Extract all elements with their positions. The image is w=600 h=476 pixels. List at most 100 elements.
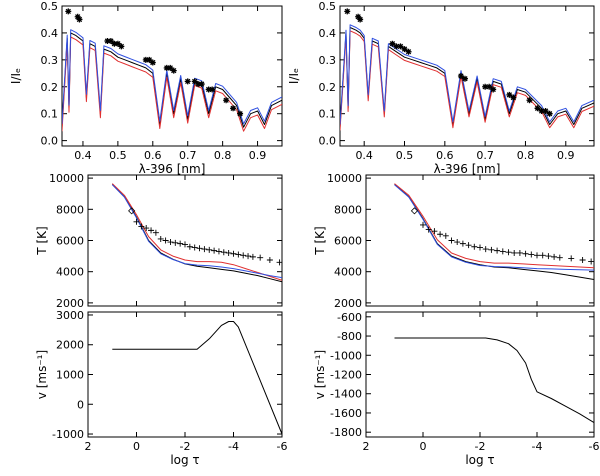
obs-plus [266,256,273,263]
obs-star [526,97,533,104]
y-tick-label: -1000 [330,349,362,362]
obs-star [461,75,468,82]
y-tick-label: 10000 [49,172,84,185]
plot-frame [87,174,283,307]
y-axis-label: T [K] [313,226,327,255]
obs-star [534,105,541,112]
y-axis-label: I/Iₑ [9,68,23,84]
y-tick-label: 0 [77,398,84,411]
plot-frame [339,5,595,147]
series-line-red [394,183,594,269]
obs-plus [133,218,140,225]
y-tick-label: 0.0 [41,135,59,148]
y-tick-label: 0.5 [41,0,59,13]
obs-star [237,110,244,117]
obs-plus [211,247,218,254]
obs-star [76,16,83,23]
obs-star [163,64,170,71]
obs-plus [568,255,575,262]
obs-plus [505,249,512,256]
x-tick-label: -6 [589,440,600,453]
series-line-red [111,183,282,281]
obs-plus [186,243,193,250]
obs-plus [215,248,222,255]
panel-velocity-right: 2 0 -2 -4 -6 -1800 -1600 -1400 -1200 -1000 -800 -60… [313,311,599,467]
panel-spectrum-right: 0.4 0.5 0.6 0.7 0.8 0.9 0.0 0.1 0.2 0.3 0.4 0.5 λ-39… [287,0,595,176]
y-tick-label: 6000 [334,235,362,248]
x-tick-label: 0.9 [249,149,267,162]
obs-star [405,48,412,55]
obs-plus [249,253,256,260]
obs-star [397,43,404,50]
obs-plus [167,239,174,246]
obs-diamond [410,207,419,215]
obs-star [401,46,408,53]
y-tick-label: 6000 [56,235,84,248]
obs-star [546,110,553,117]
obs-plus [431,228,438,235]
obs-plus [471,243,478,250]
obs-plus [245,253,252,260]
y-tick-label: 1000 [56,369,84,382]
x-tick-label: -6 [277,440,288,453]
x-tick-label: 2 [85,440,92,453]
series-line-blue [62,29,282,125]
obs-plus [528,251,535,258]
obs-plus [152,229,159,236]
y-tick-label: -1600 [330,407,362,420]
obs-star [170,67,177,74]
x-tick-label: 0.5 [396,149,414,162]
obs-plus [425,226,432,233]
obs-star [114,40,121,47]
obs-plus [488,246,495,253]
y-tick-label: 0.2 [41,81,59,94]
obs-plus [148,227,155,234]
obs-star [118,43,125,50]
obs-plus [556,254,563,261]
y-tick-label: -1400 [330,388,362,401]
series-group [111,183,282,283]
obs-star [457,73,464,79]
x-tick-label: -2 [180,440,191,453]
x-tick-label: 0.8 [214,149,232,162]
y-tick-label: -1800 [330,426,362,439]
obs-plus [257,254,264,261]
obs-plus [477,244,483,251]
x-tick-label: 0.4 [74,149,92,162]
obs-star [195,81,202,88]
obs-star [146,56,153,63]
y-tick-label: 0.1 [319,108,337,121]
x-tick-label: 0.4 [355,149,373,162]
obs-star [344,8,351,15]
obs-plus [442,232,449,239]
series-line-blue [111,184,282,279]
obs-star [209,86,216,93]
y-tick-label: 2000 [334,297,362,310]
x-tick-label: 2 [363,440,370,453]
series-line-black [394,337,594,424]
obs-plus [516,249,523,256]
series-group [112,321,282,435]
obs-star [490,86,497,93]
obs-star [542,108,549,114]
y-tick-label: 4000 [334,266,362,279]
y-tick-label: -1000 [52,428,84,441]
obs-plus [534,252,540,259]
obs-star [167,64,174,71]
y-tick-label: 0.3 [319,54,337,67]
obs-plus [499,248,506,255]
obs-star [198,81,205,88]
obs-star [191,78,198,85]
obs-star [149,59,156,66]
obs-plus [539,252,546,259]
obs-star [538,108,545,114]
series-line-black [112,321,282,435]
x-tick-label: 0.8 [517,149,535,162]
plot-frame [365,174,595,307]
x-tick-label: 0.6 [436,149,454,162]
panel-temperature-left: 2000 4000 6000 8000 10000 T [K] [35,172,283,310]
obs-star [510,94,517,101]
panel-velocity-left: 2 0 -2 -4 -6 -1000 0 1000 2000 3000 log τ v [ms⁻¹] [35,309,287,467]
y-tick-label: 0.3 [41,54,59,67]
